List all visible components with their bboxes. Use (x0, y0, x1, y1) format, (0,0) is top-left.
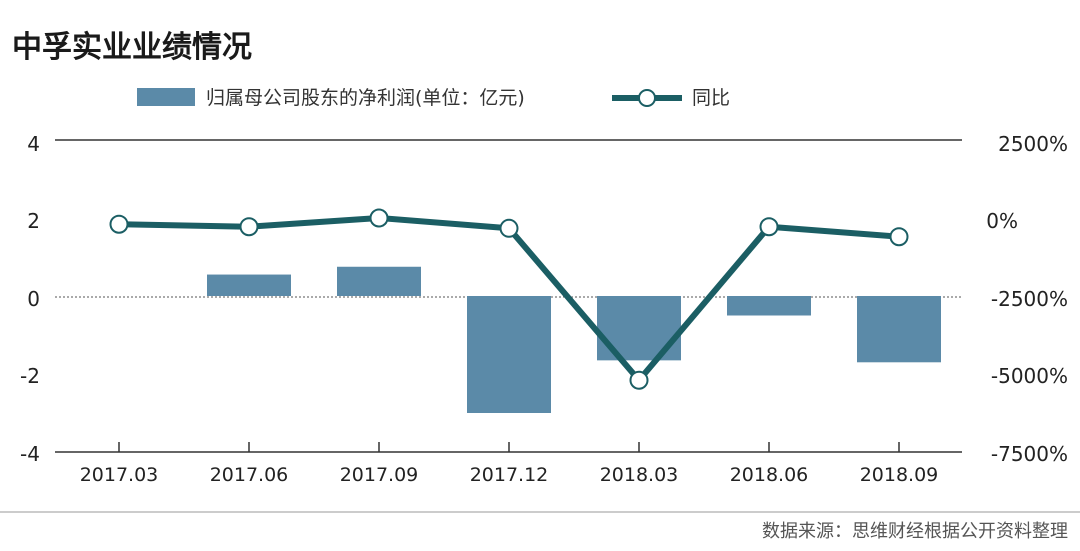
y-left-tick-label: 4 (27, 132, 40, 156)
source-note: 数据来源：思维财经根据公开资料整理 (762, 521, 1068, 542)
right-axis: 2500% 0% -2500% -5000% -7500% (986, 132, 1068, 466)
chart-title: 中孚实业业绩情况 (12, 30, 252, 65)
bar (337, 266, 421, 296)
y-right-tick-label: -2500% (991, 287, 1068, 311)
bars-layer (207, 266, 941, 413)
bar (597, 296, 681, 361)
x-tick-label: 2018.03 (600, 464, 679, 486)
yoy-point (889, 227, 909, 247)
yoy-point (759, 217, 779, 237)
left-axis: 4 2 0 -2 -4 (20, 132, 40, 466)
bar (857, 296, 941, 363)
x-tick-label: 2018.06 (730, 464, 809, 486)
y-right-tick-label: 2500% (998, 132, 1068, 156)
yoy-point (499, 218, 519, 238)
yoy-point (629, 370, 649, 390)
bar (207, 274, 291, 296)
legend: 归属母公司股东的净利润(单位：亿元) 同比 (137, 87, 730, 109)
y-left-tick-label: 0 (27, 287, 40, 311)
line-layer (109, 208, 909, 390)
bar (727, 296, 811, 316)
yoy-point (369, 208, 389, 228)
legend-bar-swatch (137, 88, 195, 106)
yoy-point (239, 217, 259, 237)
legend-bar-label: 归属母公司股东的净利润(单位：亿元) (206, 87, 525, 109)
y-right-tick-label: -7500% (991, 442, 1068, 466)
legend-line-marker (638, 89, 656, 107)
x-ticks-layer: 2017.03 2017.06 2017.09 2017.12 2018.03 2018.… (80, 442, 939, 486)
y-right-tick-label: -5000% (991, 364, 1068, 388)
y-left-tick-label: -4 (20, 442, 40, 466)
y-left-tick-label: 2 (27, 209, 40, 233)
y-left-tick-label: -2 (20, 364, 40, 388)
x-tick-label: 2017.03 (80, 464, 159, 486)
legend-line-label: 同比 (692, 87, 730, 109)
bar (467, 296, 551, 413)
y-right-tick-label: 0% (986, 209, 1018, 233)
x-tick-label: 2017.06 (210, 464, 289, 486)
x-tick-label: 2017.12 (470, 464, 549, 486)
yoy-point (109, 214, 129, 234)
x-tick-label: 2018.09 (860, 464, 939, 486)
x-tick-label: 2017.09 (340, 464, 419, 486)
